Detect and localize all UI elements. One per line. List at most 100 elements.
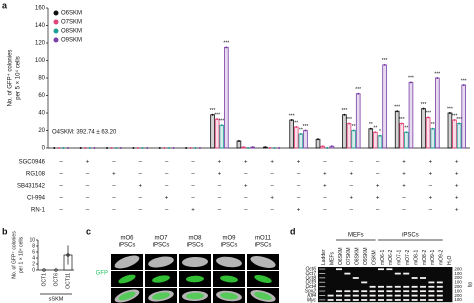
significance: *** [219,119,225,125]
significance: *** [214,112,220,118]
treatment-sign: – [139,172,143,178]
bar-dot [378,134,381,137]
gel-band [361,286,367,288]
gel-band [428,294,435,297]
column-label: iPSCs [153,243,170,249]
significance: ** [369,122,373,128]
treatment-sign: – [165,172,169,178]
colony-gfp [152,275,170,283]
gel-band [386,294,393,297]
ladder-band [319,281,326,283]
gene-label: Oct8 [305,275,316,281]
bar-dot [132,147,135,149]
ladder-band [319,299,326,301]
treatment-sign: – [191,196,195,202]
gel-band [386,273,392,275]
gel-band [319,282,325,284]
group-label: iPSCs [402,233,419,239]
lane-label: mO8-2 [422,250,428,266]
gel-band [319,277,325,279]
size-label: 200 [454,293,462,298]
panel-label: a [2,0,8,10]
bar-dot [343,113,346,116]
gene-label: Oct6 [305,267,316,273]
treatment-sign: + [139,184,143,190]
treatment-sign: – [60,172,64,178]
gel-band [328,277,334,279]
treatment-sign: + [455,184,459,190]
bar-dot [374,131,377,134]
treatment-sign: – [86,208,90,214]
bar-dot [216,118,219,121]
bar-dot [251,146,254,149]
treatment-sign: – [350,208,354,214]
treatment-sign: – [323,196,327,202]
treatment-sign: – [244,208,248,214]
bar-dot [383,63,386,66]
gel-band [344,277,350,279]
gel-band [412,273,418,275]
gel-band [445,268,451,270]
bar [430,128,436,149]
treatment-sign: – [165,208,169,214]
bar [293,126,299,149]
gel-band [445,295,451,297]
bar-dot [106,147,109,149]
treatment-sign: – [376,208,380,214]
bar-dot [189,147,192,149]
bar-dot [158,147,161,149]
bar-dot [453,119,456,121]
group-label: sSKM [49,296,64,302]
bar [303,130,308,149]
gel-band [394,285,401,288]
gel-band [395,268,401,270]
legend-marker [53,28,59,34]
significance: *** [346,117,352,123]
treatment-sign: – [191,160,195,166]
treatment-name: RG108 [26,172,46,178]
bar [461,84,467,149]
bar-dot [326,147,329,149]
gel-band [344,299,351,301]
treatment-sign: – [350,160,354,166]
treatment-sign: – [86,184,90,190]
bar-dot [330,145,333,148]
treatment-sign: – [297,184,301,190]
bar-dot [141,147,144,149]
gel-band [437,273,443,275]
size-label: 100 [454,288,462,293]
gel-band [445,290,451,292]
gel-band [437,277,443,279]
gel-band [361,299,368,301]
gel-band [344,290,351,293]
treatment-sign: – [139,160,143,166]
significance: *** [223,41,229,47]
significance: *** [456,117,462,123]
gel-band [352,277,359,279]
gel-band [386,282,392,284]
bar-dot [88,147,91,149]
panel-label: c [86,226,91,236]
ladder-band [319,277,326,279]
size-label: 100 [454,271,462,276]
significance: ** [294,120,298,126]
gel-band [436,294,443,297]
treatment-sign: – [60,196,64,202]
treatment-sign: – [402,196,406,202]
x-tick-label: OCT1 [41,273,47,287]
bar-dot [369,127,372,130]
bar [404,131,409,149]
gel-band [437,268,443,270]
bar-dot [264,146,267,149]
gel-band [411,290,418,293]
bar-dot [352,129,355,132]
lane-label: mO9-1 [430,250,436,266]
legend-label: O7SKM [61,20,82,26]
gel-band [378,268,384,271]
y-tick-label: 100 [35,58,46,64]
bar [298,133,304,149]
size-label: 100 [454,280,462,285]
gel-band [369,290,376,293]
gel-band [428,273,434,275]
treatment-sign: – [297,196,301,202]
